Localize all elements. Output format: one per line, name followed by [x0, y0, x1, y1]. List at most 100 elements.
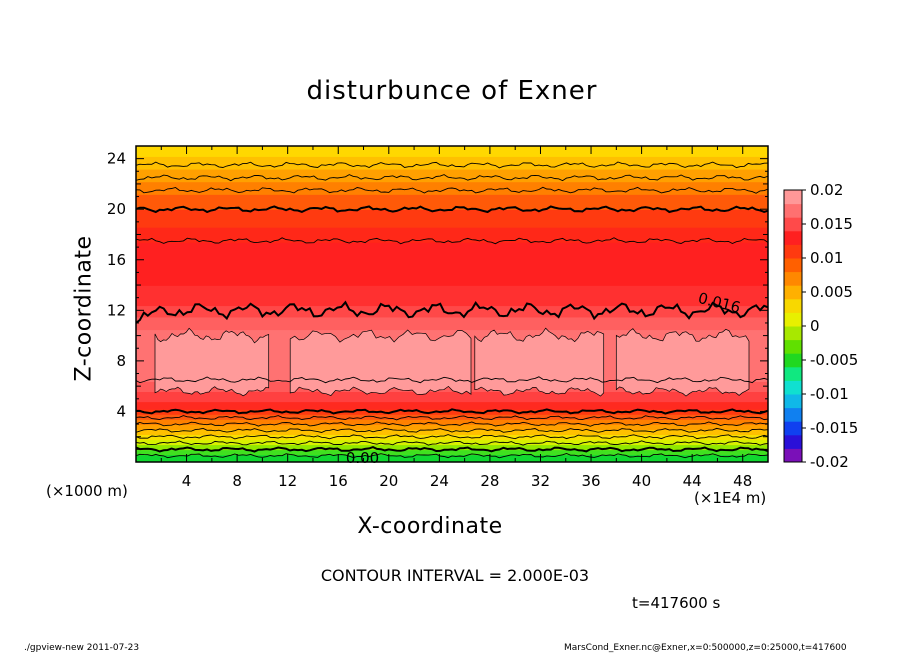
heatmap-band	[136, 391, 768, 403]
y-axis: 4 8 12 16 20 24	[107, 145, 768, 450]
colorbar-swatch	[784, 448, 802, 463]
heatmap-band	[136, 413, 768, 420]
y-tick-label: 12	[107, 301, 126, 319]
contour-label: 0.00	[346, 449, 379, 467]
colorbar-swatch	[784, 230, 802, 245]
colorbar-tick-label: 0.02	[810, 181, 843, 199]
x-axis-label: X-coordinate	[357, 514, 503, 539]
colorbar-swatch	[784, 203, 802, 218]
chart-title: disturbunce of Exner	[306, 76, 598, 106]
footer-left: ./gpview-new 2011-07-23	[24, 643, 140, 653]
heatmap-band	[136, 424, 768, 430]
contour-interval: CONTOUR INTERVAL = 2.000E-03	[320, 566, 590, 585]
colorbar-swatch	[784, 366, 802, 381]
colorbar-tick-label: 0.015	[810, 215, 853, 233]
x-scale-note: (×1E4 m)	[694, 489, 767, 507]
highlight-patch	[289, 329, 472, 397]
contour-line	[136, 415, 768, 421]
highlight-patch	[154, 327, 270, 397]
heatmap-band	[136, 444, 768, 451]
colorbar-swatch	[784, 271, 802, 286]
colorbar-swatch	[784, 312, 802, 327]
x-tick-label: 8	[232, 472, 242, 490]
contour-line	[136, 205, 768, 214]
x-unit-note: (×1000 m)	[46, 482, 128, 500]
colorbar-swatch	[784, 434, 802, 449]
heatmap-band	[136, 434, 768, 441]
y-tick-label: 24	[107, 150, 126, 168]
heatmap-band	[136, 226, 768, 243]
heatmap-band	[136, 419, 768, 425]
time-stamp: t=417600 s	[632, 594, 721, 612]
y-tick-label: 8	[116, 352, 126, 370]
heatmap-band	[136, 449, 768, 456]
x-tick-label: 4	[182, 472, 192, 490]
contour-line	[136, 300, 768, 324]
contour-lines	[136, 161, 768, 459]
colorbar-tick-label: 0.01	[810, 249, 843, 267]
heatmap-band	[136, 194, 768, 210]
heatmap-bands	[136, 146, 768, 462]
contour-line	[136, 434, 768, 440]
heatmap-band	[136, 156, 768, 170]
contour-line	[136, 446, 768, 453]
contour-line	[136, 440, 768, 446]
x-tick-label: 20	[379, 472, 398, 490]
colorbar-swatch	[784, 407, 802, 422]
colorbar-tick-label: -0.02	[810, 453, 849, 471]
colorbar-tick-label: -0.015	[810, 419, 858, 437]
heatmap-band	[136, 168, 768, 183]
colorbar-swatch	[784, 326, 802, 341]
heatmap-band	[136, 209, 768, 228]
heatmap-band	[136, 401, 768, 410]
y-tick-label: 4	[116, 402, 126, 420]
colorbar-swatch	[784, 285, 802, 300]
highlight-patch	[474, 327, 605, 397]
colorbar-swatch	[784, 421, 802, 436]
colorbar-swatch	[784, 298, 802, 313]
y-axis-label: Z-coordinate	[71, 235, 97, 382]
x-tick-label: 48	[733, 472, 752, 490]
x-tick-label: 16	[329, 472, 348, 490]
contour-line	[136, 376, 768, 384]
heatmap-band	[136, 454, 768, 462]
colorbar: 0.02 0.015 0.01 0.005 0 -0.005 -0.01 -0.015 -0.0…	[783, 181, 858, 471]
x-tick-label: 40	[632, 472, 651, 490]
contour-line	[136, 421, 768, 427]
heatmap-band	[136, 285, 768, 307]
heatmap-band	[136, 408, 768, 415]
x-tick-label: 44	[683, 472, 702, 490]
contour-line	[136, 237, 768, 245]
heatmap-band	[136, 316, 768, 331]
plot-frame	[135, 145, 769, 463]
x-tick-label: 12	[278, 472, 297, 490]
y-tick-label: 16	[107, 251, 126, 269]
x-tick-label: 32	[531, 472, 550, 490]
colorbar-swatch	[784, 190, 802, 205]
colorbar-swatch	[784, 244, 802, 259]
colorbar-swatch	[784, 217, 802, 232]
y-tick-label: 20	[107, 200, 126, 218]
heatmap-band	[136, 305, 768, 318]
colorbar-swatch	[784, 394, 802, 409]
colorbar-tick-label: -0.005	[810, 351, 858, 369]
x-axis: 4 8 12 16 20 24 28 32 36 40 44 48	[160, 146, 769, 490]
colorbar-swatch	[784, 258, 802, 273]
colorbar-swatch	[784, 339, 802, 354]
colorbar-tick-label: -0.01	[810, 385, 849, 403]
highlight-patch	[615, 328, 750, 397]
contour-line	[136, 186, 768, 194]
x-tick-label: 28	[480, 472, 499, 490]
x-tick-label: 24	[430, 472, 449, 490]
colorbar-swatch	[784, 380, 802, 395]
colorbar-tick-label: 0	[810, 317, 820, 335]
contour-line	[136, 427, 768, 433]
heatmap-band	[136, 242, 768, 286]
colorbar-tick-label: 0.005	[810, 283, 853, 301]
x-tick-label: 36	[581, 472, 600, 490]
heatmap-highlights	[154, 327, 750, 397]
heatmap-band	[136, 146, 768, 157]
contour-line	[136, 453, 768, 459]
contour-line	[136, 174, 768, 182]
